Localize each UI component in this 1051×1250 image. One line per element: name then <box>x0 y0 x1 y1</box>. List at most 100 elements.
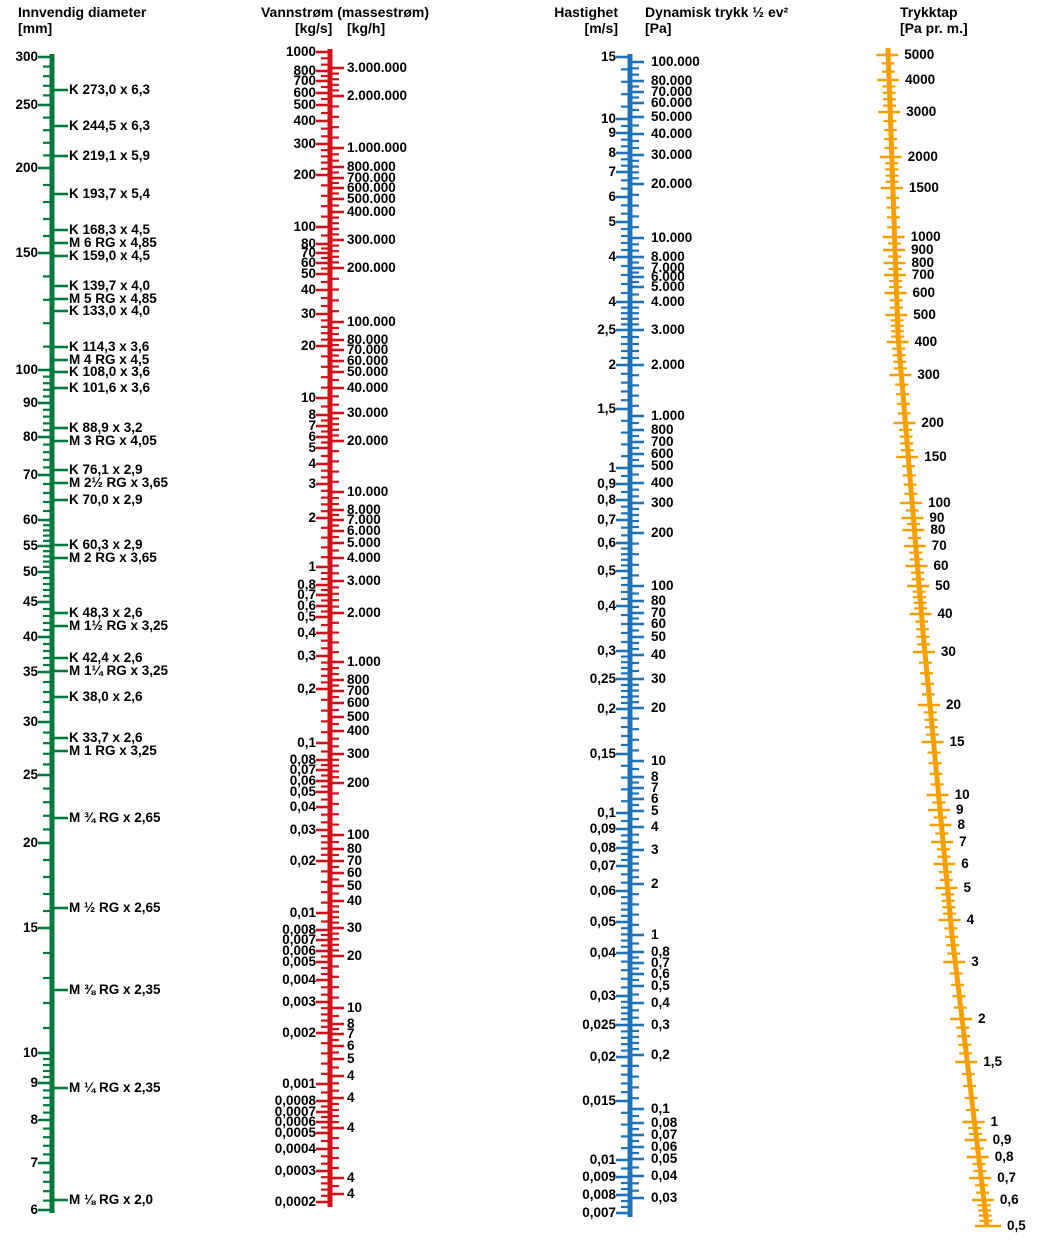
massflow-value-label: 0,0006 <box>274 1114 316 1129</box>
diameter-value-label: 55 <box>22 538 38 553</box>
diameter-value-label: M ⅜ RG x 2,35 <box>69 982 161 997</box>
velocity-value-label: 0,06 <box>589 883 616 898</box>
diameter-value-label: 15 <box>22 920 38 935</box>
massflow-value-label: 0,007 <box>282 932 316 947</box>
massflow-value-label: 300.000 <box>347 232 396 247</box>
massflow-value-label: 70 <box>300 245 316 260</box>
velocity-value-label: 15 <box>600 49 616 64</box>
pressure-loss-value-label: 60 <box>933 558 949 573</box>
massflow-value-label: 0,0005 <box>274 1125 316 1140</box>
massflow-value-label: 0,0007 <box>274 1104 316 1119</box>
massflow-value-label: 200 <box>347 775 370 790</box>
massflow-value-label: 20 <box>300 338 316 353</box>
massflow-value-label: 300 <box>293 136 316 151</box>
pressure-loss-value-label: 0,5 <box>1007 1218 1026 1233</box>
velocity-value-label: 100 <box>651 578 674 593</box>
pressure-loss-value-label: 4000 <box>905 72 936 87</box>
velocity-value-label: 0,5 <box>651 978 670 993</box>
velocity-value-label: 0,2 <box>597 701 616 716</box>
massflow-value-label: 70.000 <box>347 342 389 357</box>
pressure-loss-value-label: 0,6 <box>999 1192 1019 1207</box>
velocity-value-label: 0,15 <box>589 746 616 761</box>
diameter-value-label: K 42,4 x 2,6 <box>69 650 143 665</box>
pressure-loss-value-label: 1000 <box>910 229 941 244</box>
massflow-value-label: 8 <box>347 1016 355 1031</box>
massflow-value-label: 70 <box>347 853 363 868</box>
massflow-value-label: 600 <box>347 695 370 710</box>
pressure-loss-value-label: 20 <box>945 697 962 712</box>
velocity-value-label: 0,008 <box>582 1187 616 1202</box>
massflow-value-label: 4 <box>347 1120 355 1135</box>
massflow-value-label: 600.000 <box>347 180 396 195</box>
diameter-value-label: M 5 RG x 4,85 <box>69 291 157 306</box>
diameter-value-label: K 108,0 x 3,6 <box>69 364 151 379</box>
pressure-loss-value-label: 700 <box>911 267 935 282</box>
massflow-value-label: 400 <box>293 113 316 128</box>
massflow-value-label: 800 <box>347 672 370 687</box>
massflow-value-label: 0,5 <box>297 609 316 624</box>
diameter-value-label: 20 <box>22 835 38 850</box>
massflow-value-label: 100 <box>347 827 370 842</box>
massflow-value-label: 10.000 <box>347 484 389 499</box>
velocity-value-label: 2 <box>608 357 616 372</box>
diameter-value-label: K 76,1 x 2,9 <box>69 462 143 477</box>
massflow-value-label: 20 <box>347 948 363 963</box>
dynamic-pressure-scale-title: Dynamisk trykk ½ ev² <box>645 4 789 20</box>
massflow-value-label: 8.000 <box>347 502 381 517</box>
diameter-value-label: M ¼ RG x 2,35 <box>69 1080 161 1095</box>
massflow-scale-title: Vannstrøm (massestrøm) <box>260 4 430 20</box>
diameter-value-label: 80 <box>22 429 38 444</box>
diameter-value-label: K 244,5 x 6,3 <box>69 118 151 133</box>
diameter-value-label: K 133,0 x 4,0 <box>69 303 151 318</box>
velocity-value-label: 600 <box>651 446 674 461</box>
velocity-value-label: 0,6 <box>597 535 616 550</box>
velocity-value-label: 0,1 <box>651 1101 670 1116</box>
diameter-value-label: 8 <box>30 1112 38 1127</box>
massflow-value-label: 0,0003 <box>274 1163 316 1178</box>
massflow-value-label: 50.000 <box>347 364 389 379</box>
massflow-value-label: 40 <box>300 282 316 297</box>
velocity-value-label: 6 <box>608 189 616 204</box>
massflow-value-label: 0,01 <box>289 905 316 920</box>
massflow-value-label: 6 <box>308 429 316 444</box>
diameter-value-label: M 2 RG x 3,65 <box>69 550 157 565</box>
velocity-value-label: 40 <box>651 647 667 662</box>
pressure-loss-value-label: 9 <box>956 802 964 817</box>
diameter-value-label: K 101,6 x 3,6 <box>69 380 151 395</box>
velocity-value-label: 3.000 <box>651 322 685 337</box>
velocity-value-label: 0,03 <box>651 1190 678 1205</box>
velocity-value-label: 70 <box>651 605 667 620</box>
massflow-value-label: 0,06 <box>289 773 316 788</box>
velocity-value-label: 9 <box>608 125 616 140</box>
pressure-loss-value-label: 100 <box>928 495 951 510</box>
massflow-value-label: 100.000 <box>347 314 396 329</box>
velocity-value-label: 0,4 <box>597 598 616 613</box>
diameter-value-label: 25 <box>22 767 38 782</box>
massflow-value-label: 4 <box>347 1068 355 1083</box>
massflow-value-label: 40 <box>347 893 363 908</box>
velocity-value-label: 0,2 <box>651 1047 670 1062</box>
massflow-value-label: 80.000 <box>347 332 389 347</box>
diameter-value-label: M 1½ RG x 3,25 <box>69 618 169 633</box>
velocity-value-label: 70.000 <box>651 84 693 99</box>
velocity-value-label: 20.000 <box>651 176 693 191</box>
massflow-value-label: 0,001 <box>282 1076 316 1091</box>
velocity-value-label: 5 <box>608 214 616 229</box>
velocity-value-label: 0,05 <box>589 914 616 929</box>
velocity-value-label: 50.000 <box>651 109 693 124</box>
pressure-loss-axis-line <box>885 47 990 1227</box>
massflow-value-label: 4 <box>347 1090 355 1105</box>
massflow-unit-kgh: [kg/h] <box>347 20 386 36</box>
velocity-value-label: 80 <box>651 593 667 608</box>
diameter-value-label: K 48,3 x 2,6 <box>69 605 143 620</box>
velocity-scale-title: Hastighet <box>554 4 618 20</box>
diameter-scale-title: Innvendig diameter <box>18 4 147 20</box>
massflow-value-label: 0,04 <box>289 799 316 814</box>
pressure-loss-value-label: 500 <box>913 307 936 322</box>
diameter-value-label: K 70,0 x 2,9 <box>69 492 143 507</box>
velocity-value-label: 1 <box>608 460 616 475</box>
diameter-value-label: K 60,3 x 2,9 <box>69 537 143 552</box>
pressure-loss-value-label: 300 <box>917 367 940 382</box>
